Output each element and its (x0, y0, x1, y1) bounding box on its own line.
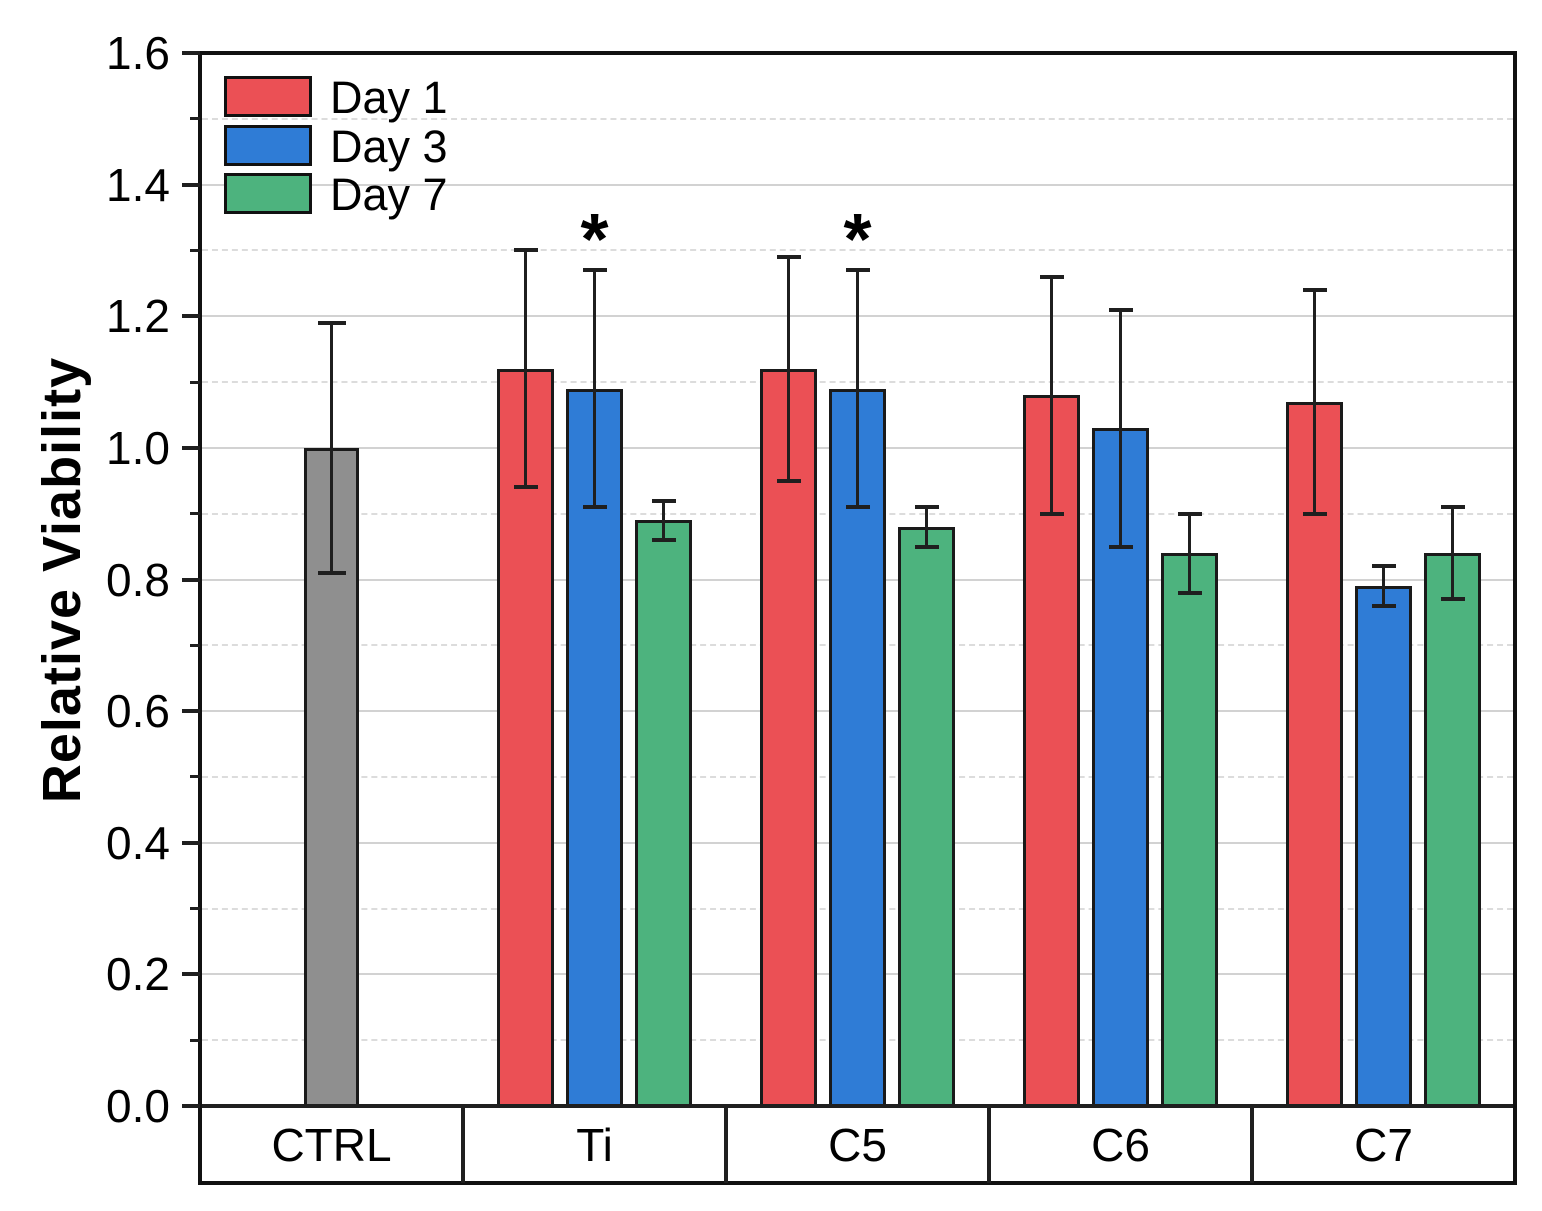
y-tick-label: 0.6 (106, 685, 170, 738)
bar-c7-day-3 (1355, 586, 1412, 1108)
bar-c6-day-7-error-line (1188, 513, 1191, 593)
x-category-label-ti: Ti (576, 1119, 613, 1171)
x-axis-line (198, 1104, 1517, 1108)
bar-c6-day-3-error-cap-bottom (1108, 544, 1133, 549)
y-tick-label: 0.0 (106, 1080, 170, 1132)
y-minor-tick (190, 117, 200, 121)
bar-c5-day-1-error-line (787, 257, 790, 481)
category-divider (461, 1106, 465, 1183)
bar-c6-day-1-error-cap-bottom (1039, 511, 1064, 516)
y-tick-label: 1.2 (106, 290, 170, 343)
x-category-label-ctrl: CTRL (271, 1119, 392, 1171)
legend-label-day-7: Day 7 (330, 169, 448, 220)
bar-c7-day-3-error-cap-bottom (1371, 603, 1396, 608)
y-minor-tick (190, 512, 200, 516)
x-category-label-c7: C7 (1354, 1119, 1413, 1171)
bar-c5-day-7-error-cap-bottom (914, 544, 939, 549)
y-tick-label: 0.4 (106, 816, 170, 869)
y-tick-label: 1.0 (106, 421, 170, 474)
y-minor-tick (190, 380, 200, 384)
bar-ctrl-error-cap-bottom (317, 570, 346, 575)
gridline-minor (202, 117, 1513, 120)
bar-c6-day-3-error-cap-top (1108, 307, 1133, 312)
bar-c7-day-1 (1286, 401, 1343, 1108)
bar-c6-day-7-error-cap-top (1177, 511, 1202, 516)
bar-c7-day-1-error-cap-bottom (1302, 511, 1327, 516)
y-major-tick (182, 972, 200, 977)
significance-asterisk: * (580, 200, 609, 281)
y-minor-tick (190, 248, 200, 252)
bar-ti-day-3-error-line (593, 270, 596, 508)
y-minor-tick (190, 907, 200, 911)
bar-c6-day-1-error-line (1050, 276, 1053, 514)
bar-c5-day-1-error-cap-top (776, 255, 801, 260)
y-tick-label: 1.6 (106, 27, 170, 79)
bar-ti-day-7-error-line (662, 500, 665, 540)
bar-c5-day-3-error-cap-top (845, 268, 870, 273)
bar-ti-day-1-error-cap-top (513, 248, 538, 253)
legend-swatch-day-7 (224, 173, 312, 214)
bar-c6-day-3-error-line (1119, 309, 1122, 547)
bar-c6-day-7-error-cap-bottom (1177, 590, 1202, 595)
category-divider (1250, 1106, 1254, 1183)
bar-ti-day-7-error-cap-bottom (651, 538, 676, 542)
gridline-major (202, 183, 1513, 186)
y-major-tick (182, 840, 200, 845)
y-major-tick (182, 182, 200, 187)
y-major-tick (182, 1104, 200, 1108)
x-category-label-c5: C5 (828, 1119, 887, 1171)
bar-c5-day-7 (898, 526, 955, 1108)
bar-c6-day-3 (1092, 428, 1149, 1108)
y-major-tick (182, 577, 200, 582)
bar-c7-day-7 (1424, 553, 1481, 1108)
bar-ctrl-error-cap-top (317, 320, 346, 325)
y-tick-label: 0.2 (106, 948, 170, 1001)
bar-c6-day-1-error-cap-top (1039, 274, 1064, 279)
bar-c5-day-7-error-line (925, 507, 928, 547)
category-divider (987, 1106, 991, 1183)
legend-label-day-1: Day 1 (330, 72, 448, 123)
x-category-label-c6: C6 (1091, 1119, 1150, 1171)
y-minor-tick (190, 643, 200, 647)
bar-ti-day-7-error-cap-top (651, 498, 676, 503)
y-major-tick (182, 314, 200, 319)
bar-ti-day-7 (635, 520, 692, 1108)
chart-frame (198, 51, 1517, 1185)
significance-asterisk: * (843, 200, 872, 281)
bar-c7-day-7-error-cap-top (1440, 505, 1465, 510)
legend-swatch-day-1 (224, 76, 312, 117)
y-major-tick (182, 709, 200, 714)
bar-ctrl-error-line (330, 322, 333, 573)
y-minor-tick (190, 775, 200, 779)
bar-c7-day-3-error-line (1382, 566, 1385, 606)
bar-c5-day-1-error-cap-bottom (776, 478, 801, 483)
y-major-tick (182, 51, 200, 55)
bar-c5-day-3-error-cap-bottom (845, 505, 870, 510)
bar-c6-day-7 (1161, 553, 1218, 1108)
category-divider (724, 1106, 728, 1183)
bar-c7-day-1-error-cap-top (1302, 287, 1327, 292)
bar-c7-day-3-error-cap-top (1371, 564, 1396, 569)
bar-ti-day-3-error-cap-top (582, 268, 607, 273)
bar-ti-day-1-error-cap-bottom (513, 485, 538, 490)
y-major-tick (182, 445, 200, 450)
gridline-minor (202, 249, 1513, 252)
legend-swatch-day-3 (224, 124, 312, 166)
bar-c5-day-7-error-cap-top (914, 505, 939, 510)
bar-ti-day-3-error-cap-bottom (582, 505, 607, 510)
y-tick-label: 0.8 (106, 553, 170, 606)
bar-c7-day-7-error-line (1451, 507, 1454, 600)
bar-c7-day-1-error-line (1313, 289, 1316, 514)
bar-ti-day-1 (497, 368, 554, 1108)
y-tick-label: 1.4 (106, 158, 170, 211)
y-minor-tick (190, 1038, 200, 1042)
bar-c7-day-7-error-cap-bottom (1440, 597, 1465, 602)
legend-label-day-3: Day 3 (330, 120, 448, 172)
bar-c5-day-1 (760, 368, 817, 1108)
bar-ti-day-1-error-line (524, 250, 527, 488)
bar-c5-day-3-error-line (856, 270, 859, 508)
